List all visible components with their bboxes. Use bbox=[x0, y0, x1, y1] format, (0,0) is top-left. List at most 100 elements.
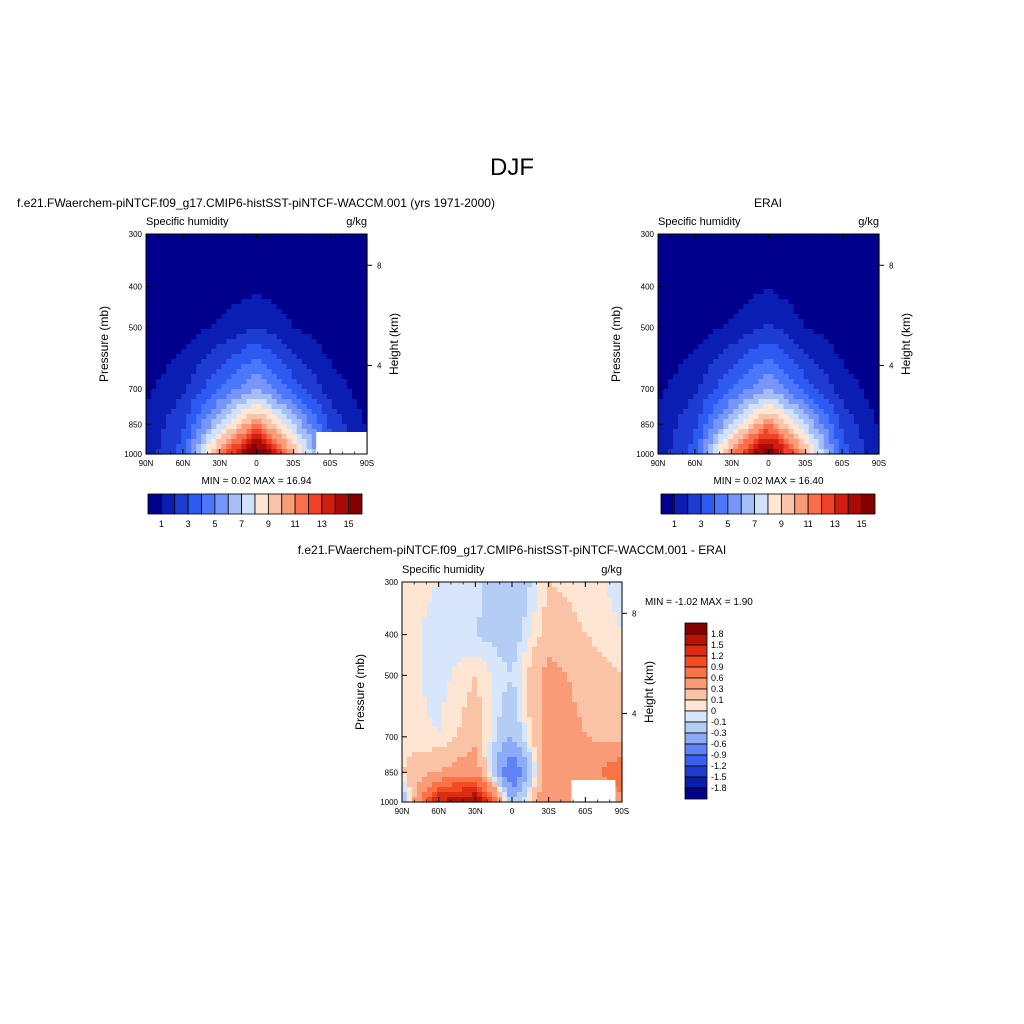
field-cell bbox=[266, 384, 273, 390]
field-cell bbox=[196, 239, 202, 245]
field-cell bbox=[221, 424, 227, 430]
field-cell bbox=[743, 234, 750, 240]
field-cell bbox=[683, 399, 689, 405]
field-cell bbox=[512, 632, 518, 638]
field-cell bbox=[497, 662, 503, 668]
field-cell bbox=[171, 274, 177, 280]
field-cell bbox=[693, 374, 699, 380]
field-cell bbox=[708, 429, 714, 435]
field-cell bbox=[522, 617, 528, 623]
field-cell bbox=[678, 324, 684, 330]
field-cell bbox=[703, 299, 709, 305]
field-cell bbox=[843, 449, 850, 455]
field-cell bbox=[286, 309, 293, 315]
field-cell bbox=[713, 324, 719, 330]
field-cell bbox=[266, 354, 273, 360]
field-cell bbox=[301, 404, 308, 410]
field-cell bbox=[321, 234, 328, 240]
field-cell bbox=[838, 244, 845, 250]
field-cell bbox=[316, 349, 323, 355]
field-cell bbox=[823, 384, 830, 390]
field-cell bbox=[512, 627, 518, 633]
field-cell bbox=[321, 404, 328, 410]
field-cell bbox=[447, 637, 453, 643]
field-cell bbox=[728, 289, 734, 295]
field-cell bbox=[422, 642, 428, 648]
field-cell bbox=[778, 444, 785, 450]
field-cell bbox=[562, 677, 568, 683]
field-cell bbox=[718, 344, 724, 350]
field-cell bbox=[241, 319, 248, 325]
field-cell bbox=[848, 449, 855, 455]
field-cell bbox=[201, 449, 207, 455]
field-cell bbox=[668, 449, 674, 455]
field-cell bbox=[487, 677, 493, 683]
field-cell bbox=[472, 627, 478, 633]
field-cell bbox=[703, 294, 709, 300]
field-cell bbox=[748, 344, 755, 350]
field-cell bbox=[683, 264, 689, 270]
field-cell bbox=[146, 399, 152, 405]
field-cell bbox=[226, 434, 232, 440]
field-cell bbox=[562, 697, 568, 703]
field-cell bbox=[868, 269, 875, 275]
field-cell bbox=[572, 672, 578, 678]
field-cell bbox=[326, 404, 333, 410]
field-cell bbox=[296, 244, 303, 250]
field-cell bbox=[698, 394, 704, 400]
field-cell bbox=[156, 239, 162, 245]
field-cell bbox=[146, 354, 152, 360]
field-cell bbox=[803, 444, 810, 450]
field-cell bbox=[808, 289, 815, 295]
field-cell bbox=[156, 304, 162, 310]
field-cell bbox=[351, 419, 358, 425]
field-cell bbox=[673, 294, 679, 300]
field-cell bbox=[748, 399, 755, 405]
field-cell bbox=[216, 234, 222, 240]
field-cell bbox=[507, 587, 513, 593]
field-cell bbox=[331, 419, 338, 425]
field-cell bbox=[291, 339, 298, 345]
field-cell bbox=[833, 244, 840, 250]
field-cell bbox=[557, 637, 563, 643]
field-cell bbox=[658, 269, 664, 275]
field-cell bbox=[221, 404, 227, 410]
field-cell bbox=[843, 344, 850, 350]
field-cell bbox=[798, 419, 805, 425]
field-cell bbox=[236, 389, 243, 395]
field-cell bbox=[718, 339, 724, 345]
field-cell bbox=[663, 304, 669, 310]
field-cell bbox=[813, 429, 820, 435]
field-cell bbox=[688, 374, 694, 380]
field-cell bbox=[813, 234, 820, 240]
field-cell bbox=[146, 374, 152, 380]
field-cell bbox=[502, 677, 508, 683]
field-cell bbox=[427, 617, 433, 623]
field-cell bbox=[346, 404, 353, 410]
field-cell bbox=[517, 627, 523, 633]
field-cell bbox=[246, 359, 253, 365]
field-cell bbox=[753, 409, 760, 415]
field-cell bbox=[808, 254, 815, 260]
field-cell bbox=[311, 344, 318, 350]
field-cell bbox=[753, 439, 760, 445]
field-cell bbox=[301, 239, 308, 245]
field-cell bbox=[361, 279, 368, 285]
field-cell bbox=[688, 324, 694, 330]
field-cell bbox=[788, 249, 795, 255]
field-cell bbox=[221, 294, 227, 300]
field-cell bbox=[848, 259, 855, 265]
field-cell bbox=[437, 697, 443, 703]
field-cell bbox=[658, 244, 664, 250]
field-cell bbox=[346, 359, 353, 365]
field-cell bbox=[823, 389, 830, 395]
field-cell bbox=[798, 284, 805, 290]
field-cell bbox=[808, 384, 815, 390]
field-cell bbox=[718, 269, 724, 275]
field-cell bbox=[718, 309, 724, 315]
field-cell bbox=[853, 444, 860, 450]
field-cell bbox=[351, 369, 358, 375]
field-cell bbox=[331, 304, 338, 310]
field-cell bbox=[311, 364, 318, 370]
field-cell bbox=[673, 434, 679, 440]
